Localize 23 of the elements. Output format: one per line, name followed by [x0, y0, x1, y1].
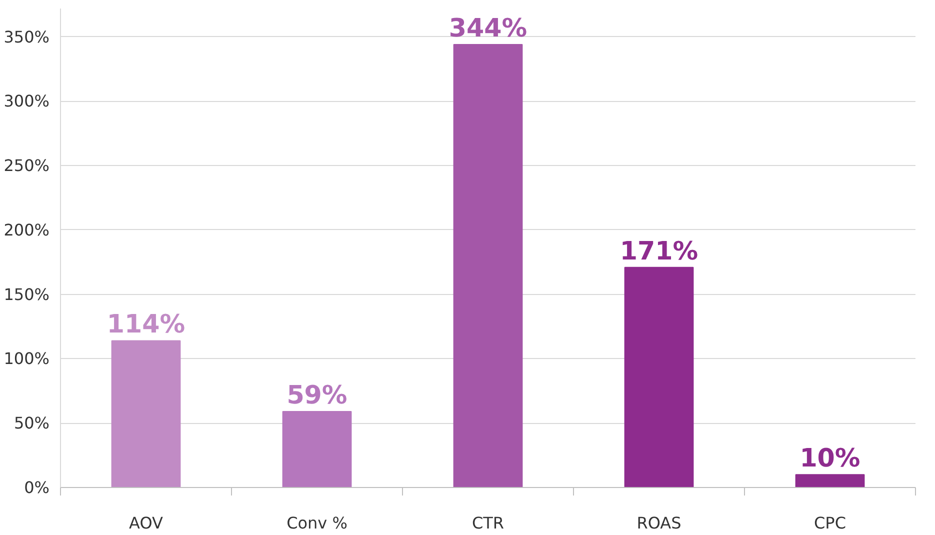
- bar: [453, 44, 523, 488]
- y-tick-label: 150%: [4, 284, 50, 304]
- y-tick-label: 0%: [24, 478, 50, 497]
- y-tick-label: 300%: [4, 92, 50, 111]
- y-tick-label: 250%: [4, 156, 50, 176]
- y-tick-label: 100%: [4, 349, 50, 368]
- data-label: 114%: [106, 308, 186, 339]
- bar: [795, 474, 865, 488]
- data-label: 344%: [448, 12, 528, 43]
- data-label: 59%: [286, 380, 348, 410]
- x-tick-label: CPC: [814, 514, 846, 532]
- bar: [282, 411, 352, 488]
- x-tick-label: CTR: [472, 514, 504, 532]
- data-label: 171%: [620, 235, 698, 266]
- x-tick-label: ROAS: [636, 514, 682, 532]
- y-tick-label: 350%: [4, 27, 50, 46]
- bar: [111, 340, 181, 488]
- x-tick-label: Conv %: [286, 514, 348, 532]
- bar: [624, 266, 694, 488]
- y-tick-label: 200%: [4, 220, 50, 240]
- y-tick-label: 50%: [14, 414, 50, 433]
- x-tick-label: AOV: [129, 514, 164, 532]
- data-label: 10%: [800, 442, 860, 473]
